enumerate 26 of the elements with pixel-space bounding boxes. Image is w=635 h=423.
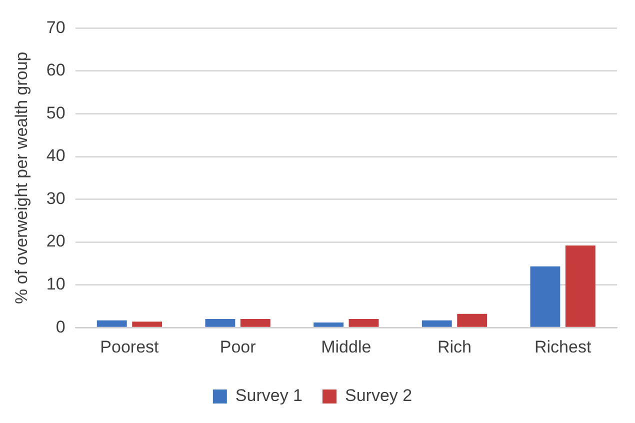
bar xyxy=(457,314,488,327)
x-tick-label: Poorest xyxy=(100,337,160,356)
bar xyxy=(422,320,452,327)
bar xyxy=(132,322,162,327)
bar xyxy=(96,320,127,327)
bar xyxy=(205,319,236,327)
bar xyxy=(565,245,596,327)
y-tick-label: 30 xyxy=(46,188,66,208)
bar xyxy=(348,319,379,327)
y-tick-label: 20 xyxy=(46,232,66,251)
x-tick-label: Poor xyxy=(220,337,256,356)
bar xyxy=(314,322,344,327)
y-tick-label: 70 xyxy=(46,18,66,37)
bar xyxy=(240,319,270,327)
y-tick-label: 50 xyxy=(46,103,66,122)
legend-label: Survey 1 xyxy=(235,386,303,406)
y-tick-label: 60 xyxy=(46,60,66,80)
legend-label: Survey 2 xyxy=(345,386,412,406)
y-tick-label: 40 xyxy=(46,146,66,166)
x-tick-label: Richest xyxy=(534,337,592,356)
y-axis-title: % of overweight per wealth group xyxy=(12,52,31,304)
y-tick-label: 10 xyxy=(46,274,66,294)
x-tick-label: Rich xyxy=(437,337,472,356)
bar xyxy=(530,266,560,327)
y-tick-label: 0 xyxy=(56,317,66,336)
x-tick-label: Middle xyxy=(321,337,372,356)
